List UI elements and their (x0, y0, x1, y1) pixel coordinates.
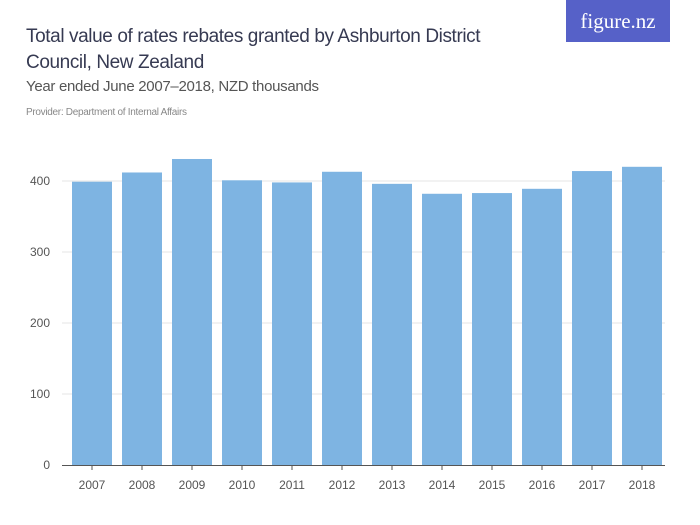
x-tick-label: 2013 (379, 478, 406, 492)
x-tick-label: 2008 (129, 478, 156, 492)
figure-nz-logo[interactable]: figure.nz (566, 0, 670, 42)
x-tick-label: 2012 (329, 478, 356, 492)
bar-2010 (222, 180, 262, 466)
x-tick-label: 2007 (79, 478, 106, 492)
bar-2018 (622, 166, 662, 466)
x-tick-label: 2016 (529, 478, 556, 492)
bar-2013 (372, 183, 412, 465)
provider-label: Provider: Department of Internal Affairs (26, 107, 187, 118)
bar-2015 (472, 193, 512, 465)
y-tick-label: 300 (30, 245, 50, 259)
y-tick-label: 100 (30, 387, 50, 401)
x-tick-label: 2014 (429, 478, 456, 492)
bar-2012 (322, 171, 362, 465)
y-tick-label: 400 (30, 174, 50, 188)
x-tick-label: 2015 (479, 478, 506, 492)
x-tick-label: 2017 (579, 478, 606, 492)
x-tick-label: 2011 (279, 478, 305, 492)
y-tick-label: 200 (30, 316, 50, 330)
y-tick-label: 0 (43, 458, 50, 472)
bar-2008 (122, 172, 162, 466)
bar-2011 (272, 182, 312, 466)
x-tick-label: 2010 (229, 478, 256, 492)
bar-2017 (572, 171, 612, 465)
x-tick-label: 2009 (179, 478, 206, 492)
chart-subtitle: Year ended June 2007–2018, NZD thousands (26, 78, 319, 95)
bar-2014 (422, 193, 462, 465)
chart-title: Total value of rates rebates granted by … (26, 26, 481, 73)
bar-2007 (72, 181, 112, 465)
bar-2009 (172, 158, 212, 466)
x-tick-label: 2018 (629, 478, 656, 492)
bar-2016 (522, 188, 562, 465)
